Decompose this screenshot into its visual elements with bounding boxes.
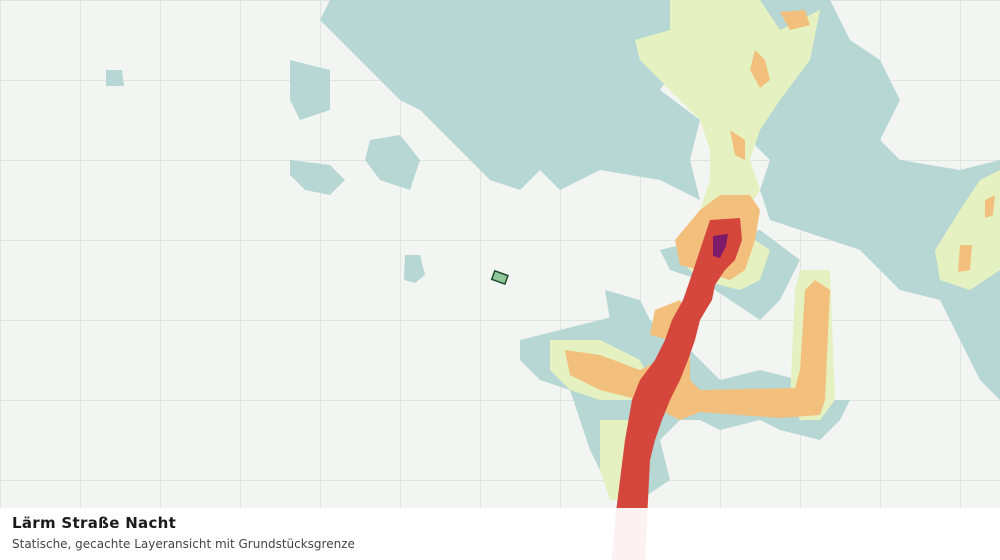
legend-panel: Lärm Straße Nacht Statische, gecachte La…	[0, 508, 1000, 560]
parcel-boundary	[490, 269, 509, 286]
noise-extreme	[713, 234, 728, 258]
layer-subtitle: Statische, gecachte Layeransicht mit Gru…	[12, 537, 355, 551]
layer-title: Lärm Straße Nacht	[12, 514, 177, 532]
noise-severe	[612, 218, 742, 560]
